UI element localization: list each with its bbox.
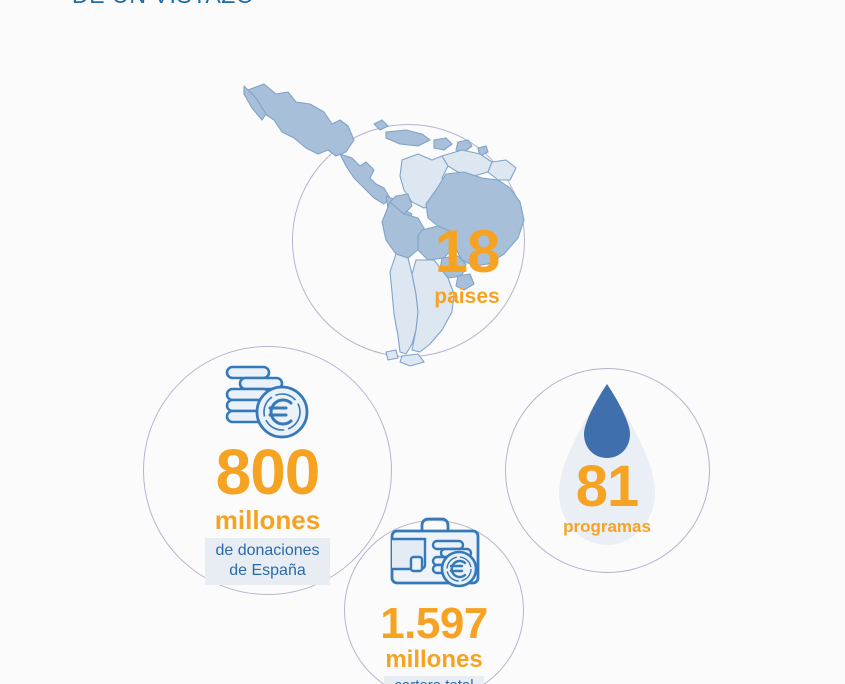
portfolio-unit: millones bbox=[385, 646, 483, 673]
donations-stat: 800 millones de donaciones de España bbox=[152, 440, 383, 585]
donations-caption: de donaciones de España bbox=[205, 538, 330, 585]
programs-unit: programas bbox=[563, 517, 651, 536]
programs-stat-ring bbox=[505, 368, 710, 573]
portfolio-stat-ring bbox=[344, 520, 524, 684]
programs-value: 81 bbox=[575, 454, 640, 519]
donations-caption-line1: de donaciones bbox=[215, 542, 320, 559]
briefcase-coins-euro-icon bbox=[389, 517, 481, 589]
countries-value: 18 bbox=[434, 218, 501, 285]
portfolio-stat: 1.597 millones cartera total bbox=[348, 602, 520, 684]
countries-unit: paises bbox=[434, 285, 500, 308]
water-drop-icon bbox=[552, 382, 662, 557]
donations-value: 800 bbox=[215, 436, 321, 508]
latin-america-map-icon bbox=[236, 68, 546, 368]
donations-stat-ring bbox=[143, 346, 392, 595]
coin-stack-euro-icon bbox=[222, 364, 314, 442]
portfolio-value: 1.597 bbox=[380, 599, 488, 648]
portfolio-caption: cartera total bbox=[384, 676, 484, 684]
countries-stat: 18 paises bbox=[412, 218, 522, 308]
donations-caption-line2: de España bbox=[229, 562, 306, 579]
donations-unit: millones bbox=[214, 505, 321, 535]
page-title: DE UN VISTAZO bbox=[72, 0, 254, 9]
programs-stat: 81 programas bbox=[545, 454, 669, 536]
